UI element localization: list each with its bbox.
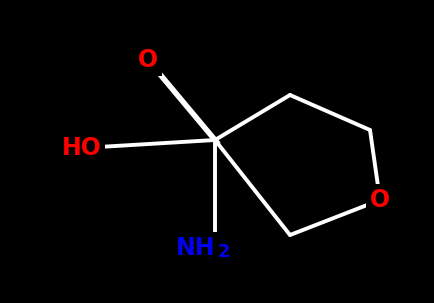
Text: NH: NH bbox=[175, 236, 214, 260]
Text: HO: HO bbox=[62, 136, 102, 160]
Text: O: O bbox=[138, 48, 158, 72]
Text: 2: 2 bbox=[217, 243, 230, 261]
Text: O: O bbox=[369, 188, 389, 212]
